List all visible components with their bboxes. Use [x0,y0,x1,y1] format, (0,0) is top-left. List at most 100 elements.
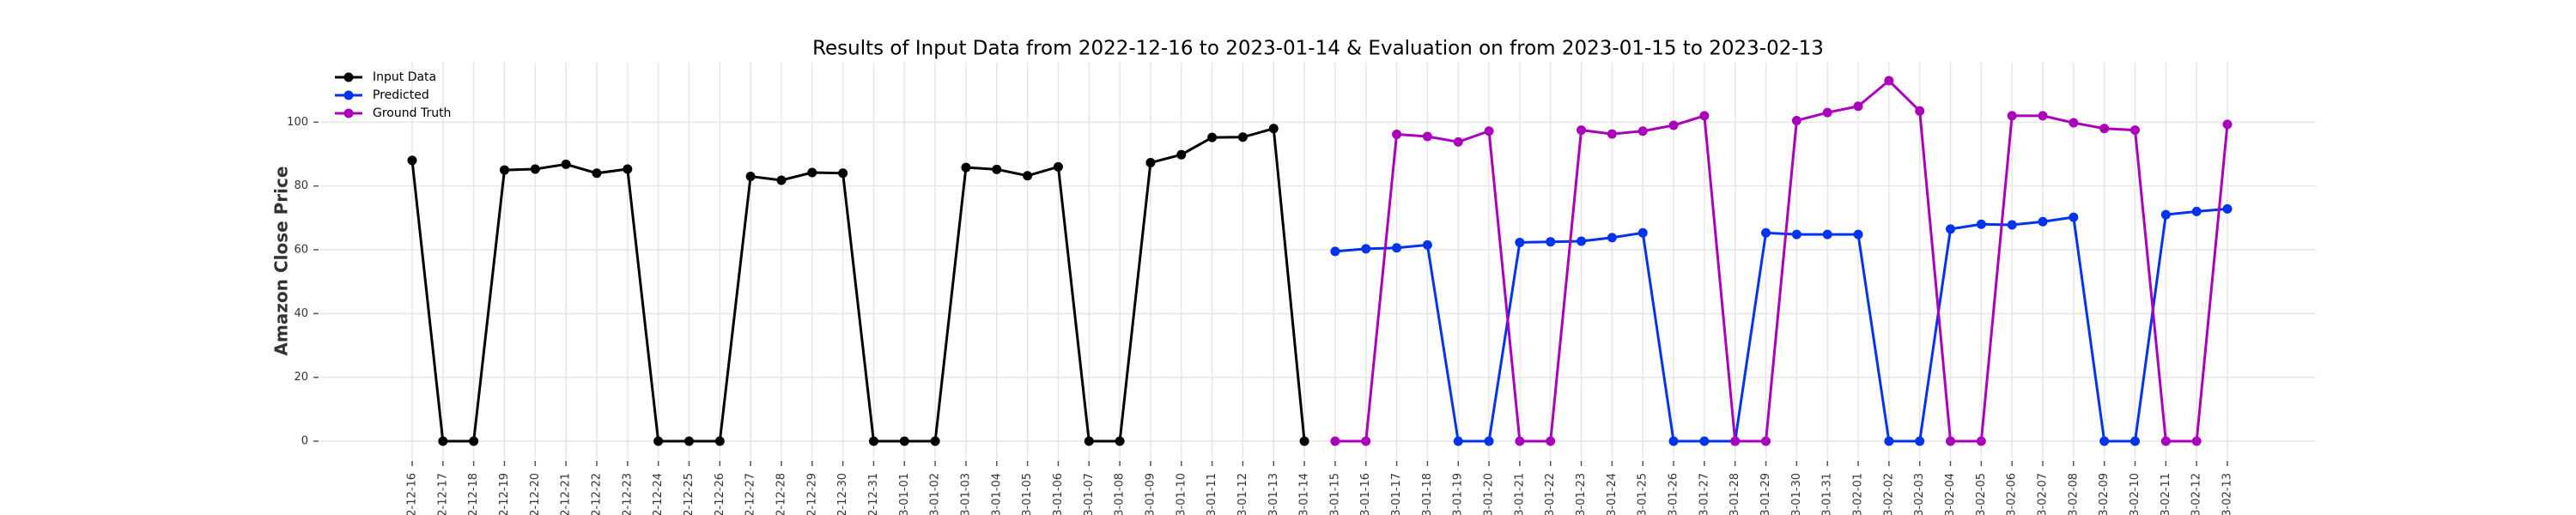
x-tick-label: -23-01-16 [1359,473,1372,515]
legend-marker [343,108,354,118]
data-point [2222,203,2233,214]
data-point [1791,229,1801,239]
data-point [1577,125,1587,136]
data-point [623,164,633,174]
chart-title: Results of Input Data from 2022-12-16 to… [812,38,1824,60]
x-tick-label: -23-02-02 [1882,473,1895,515]
x-tick-label: -23-01-25 [1637,473,1649,515]
data-point [1515,436,1525,446]
x-tick-label: -22-12-27 [744,473,757,515]
data-point [1853,229,1863,239]
data-point [2099,124,2110,134]
data-point [1361,244,1371,254]
data-point [1330,246,1340,257]
x-tick-label: -23-01-02 [929,473,942,515]
y-tick-label: 20 [294,371,308,384]
data-point [1699,111,1710,121]
data-point [1822,229,1832,239]
data-point [1176,149,1187,160]
x-tick-label: -23-01-19 [1452,473,1465,515]
data-point [653,436,664,446]
data-point [1699,436,1710,446]
x-tick-label: -22-12-17 [436,473,449,515]
series-line [1334,207,2228,443]
x-tick-label: -23-02-06 [2006,473,2019,515]
data-point [1884,76,1894,86]
data-point [1453,436,1463,446]
data-point [2191,436,2202,446]
data-point [407,155,417,166]
data-point [2007,220,2017,230]
y-axis-label: Amazon Close Price [271,167,292,356]
data-point [899,436,909,446]
data-point [2069,212,2079,222]
x-tick-label: -23-01-18 [1421,473,1434,515]
data-point [499,165,509,175]
legend-label: Ground Truth [373,106,451,120]
data-point [1392,129,1402,139]
x-tick-label: -23-01-09 [1144,473,1157,515]
data-point [2222,119,2233,130]
data-point [1730,436,1741,446]
data-point [2130,125,2141,136]
data-point [2160,436,2171,446]
x-tick-label: -23-02-13 [2221,473,2234,515]
data-point [745,172,756,182]
data-point [1361,436,1371,446]
data-point [2160,209,2171,220]
data-point [1946,224,1956,234]
x-tick-label: -22-12-22 [590,473,603,515]
x-tick-label: -22-12-25 [683,473,696,515]
data-point [1484,436,1494,446]
x-tick-label: -23-01-12 [1236,473,1249,515]
data-point [469,436,479,446]
data-point [1761,227,1771,238]
y-tick-label: 40 [294,307,308,320]
data-point [1515,237,1525,247]
data-point [1577,236,1587,246]
data-point [1607,129,1617,139]
x-tick-label: -23-01-13 [1267,473,1280,515]
x-tick-label: -23-01-07 [1083,473,1096,515]
data-point [1145,158,1156,168]
data-point [1268,124,1279,134]
data-point [561,159,571,169]
x-tick-label: -23-01-10 [1175,473,1188,515]
data-point [1822,107,1832,118]
x-tick-label: -23-01-01 [898,473,911,515]
x-tick-label: -22-12-16 [406,473,419,515]
x-tick-label: -23-02-04 [1944,473,1957,515]
data-point [992,164,1002,174]
x-tick-label: -23-01-17 [1390,473,1403,515]
x-tick-label: -23-01-06 [1052,473,1065,515]
x-tick-label: -23-02-01 [1852,473,1865,515]
data-point [1023,171,1033,181]
data-point [1976,436,1986,446]
x-tick-label: -22-12-31 [867,473,880,515]
x-tick-label: -22-12-21 [560,473,573,515]
x-tick-label: -22-12-30 [836,473,849,515]
series-line [1334,78,2229,443]
data-point [807,167,817,178]
data-point [1915,106,1925,116]
series-line [410,126,1306,443]
x-tick-label: -23-01-23 [1575,473,1588,515]
data-point [868,436,878,446]
x-tick-label: -23-01-27 [1698,473,1710,515]
x-tick-label: -23-02-08 [2067,473,2080,515]
data-point [683,436,694,446]
data-point [1422,239,1432,250]
x-tick-label: -23-01-11 [1206,473,1218,515]
x-tick-label: -23-01-03 [959,473,972,515]
y-tick-label: 60 [294,243,308,256]
x-tick-label: -23-02-11 [2160,473,2172,515]
data-point [1607,233,1617,243]
x-tick-label: -22-12-23 [621,473,634,515]
data-point [1237,132,1248,142]
data-point [1484,126,1494,136]
data-point [1422,131,1432,142]
data-point [1392,243,1402,253]
x-tick-label: -23-01-29 [1759,473,1772,515]
x-tick-label: -22-12-18 [467,473,480,515]
